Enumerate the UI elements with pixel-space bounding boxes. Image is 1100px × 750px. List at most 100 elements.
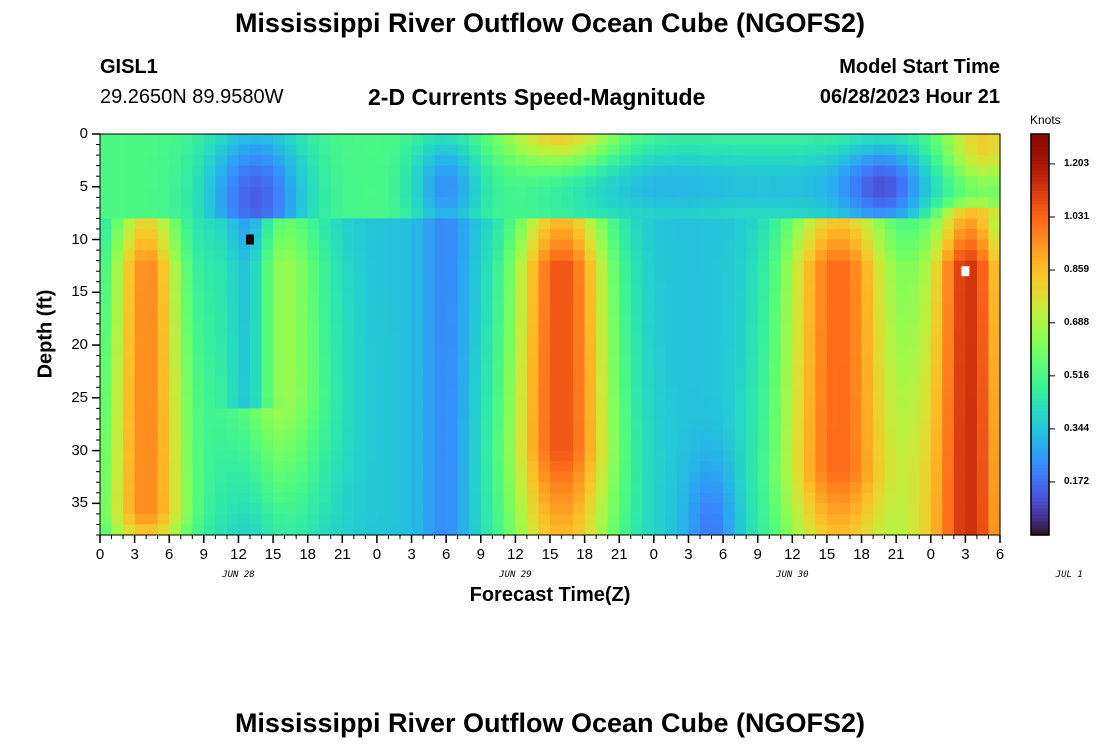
heatmap-cell: [203, 144, 216, 156]
heatmap-cell: [307, 503, 320, 515]
colorbar-segment: [1031, 260, 1049, 265]
heatmap-cell: [826, 397, 840, 409]
heatmap-cell: [826, 366, 840, 378]
heatmap-cell: [526, 292, 540, 304]
heatmap-cell: [157, 450, 170, 462]
heatmap-cell: [192, 503, 205, 515]
heatmap-cell: [342, 334, 355, 346]
heatmap-cell: [942, 186, 955, 198]
heatmap-cell: [976, 503, 990, 515]
heatmap-cell: [792, 165, 805, 177]
heatmap-cell: [757, 176, 770, 188]
heatmap-cell: [596, 144, 609, 156]
heatmap-cell: [111, 207, 124, 220]
heatmap-cell: [157, 302, 170, 314]
heatmap-cell: [873, 144, 886, 156]
heatmap-cell: [169, 271, 182, 283]
heatmap-cell: [746, 387, 759, 399]
heatmap-cell: [688, 524, 701, 536]
heatmap-cell: [688, 144, 701, 156]
heatmap-cell: [965, 471, 978, 483]
heatmap-cell: [515, 302, 528, 314]
heatmap-cell: [538, 418, 551, 431]
heatmap-cell: [423, 313, 436, 325]
heatmap-cell: [653, 366, 666, 378]
heatmap-cell: [550, 503, 563, 515]
heatmap-cell: [100, 313, 113, 325]
heatmap-cell: [400, 323, 413, 336]
heatmap-cell: [353, 292, 366, 304]
heatmap-cell: [780, 355, 793, 367]
heatmap-cell: [307, 207, 320, 220]
heatmap-cell: [515, 197, 528, 209]
heatmap-cell: [700, 144, 713, 156]
heatmap-cell: [665, 165, 678, 177]
heatmap-cell: [734, 228, 747, 241]
heatmap-cell: [953, 207, 966, 220]
heatmap-cell: [619, 207, 632, 220]
heatmap-cell: [930, 366, 943, 378]
heatmap-cell: [261, 218, 274, 230]
heatmap-cell: [907, 250, 920, 262]
heatmap-cell: [815, 165, 828, 177]
heatmap-cell: [838, 471, 851, 483]
heatmap-cell: [584, 355, 597, 367]
heatmap-cell: [861, 165, 874, 177]
heatmap-cell: [619, 144, 632, 156]
heatmap-cell: [203, 186, 216, 198]
heatmap-cell: [169, 176, 182, 188]
heatmap-cell: [550, 376, 563, 388]
heatmap-cell: [157, 366, 170, 378]
colorbar-segment: [1031, 267, 1049, 272]
heatmap-cell: [688, 461, 701, 473]
heatmap-cell: [446, 281, 459, 293]
heatmap-cell: [630, 376, 643, 388]
heatmap-cell: [653, 155, 666, 167]
heatmap-cell: [619, 292, 632, 304]
heatmap-cell: [365, 239, 378, 251]
heatmap-cell: [976, 471, 990, 483]
heatmap-cell: [642, 461, 655, 473]
heatmap-cell: [157, 176, 170, 188]
heatmap-cell: [238, 387, 251, 399]
heatmap-cell: [815, 134, 828, 146]
heatmap-cell: [769, 482, 782, 494]
heatmap-cell: [723, 408, 736, 420]
heatmap-cell: [238, 418, 251, 431]
heatmap-cell: [273, 197, 286, 209]
heatmap-cell: [284, 429, 297, 441]
heatmap-cell: [584, 239, 597, 251]
heatmap-cell: [146, 461, 159, 473]
heatmap-cell: [134, 197, 147, 209]
heatmap-cell: [642, 450, 655, 462]
heatmap-cell: [607, 429, 620, 441]
heatmap-cell: [400, 228, 413, 241]
heatmap-cell: [296, 418, 309, 431]
heatmap-cell: [192, 524, 205, 536]
heatmap-cell: [665, 461, 678, 473]
heatmap-cell: [203, 334, 216, 346]
heatmap-cell: [353, 323, 366, 336]
heatmap-cell: [919, 471, 932, 483]
heatmap-cell: [884, 313, 897, 325]
heatmap-cell: [169, 418, 182, 431]
heatmap-cell: [134, 281, 147, 293]
heatmap-cell: [780, 513, 793, 526]
heatmap-cell: [411, 408, 424, 420]
heatmap-cell: [446, 207, 459, 220]
heatmap-cell: [930, 524, 943, 536]
heatmap-cell: [307, 461, 320, 473]
heatmap-cell: [573, 524, 586, 536]
heatmap-cell: [676, 176, 690, 188]
heatmap-cell: [250, 197, 263, 209]
heatmap-cell: [469, 260, 482, 272]
heatmap-cell: [850, 334, 863, 346]
heatmap-cell: [550, 228, 563, 241]
heatmap-cell: [342, 345, 355, 357]
colorbar-segment: [1031, 391, 1049, 396]
heatmap-cell: [411, 260, 424, 272]
colorbar-segment: [1031, 524, 1049, 529]
heatmap-cell: [642, 228, 655, 241]
heatmap-cell: [873, 355, 886, 367]
heatmap-cell: [642, 503, 655, 515]
